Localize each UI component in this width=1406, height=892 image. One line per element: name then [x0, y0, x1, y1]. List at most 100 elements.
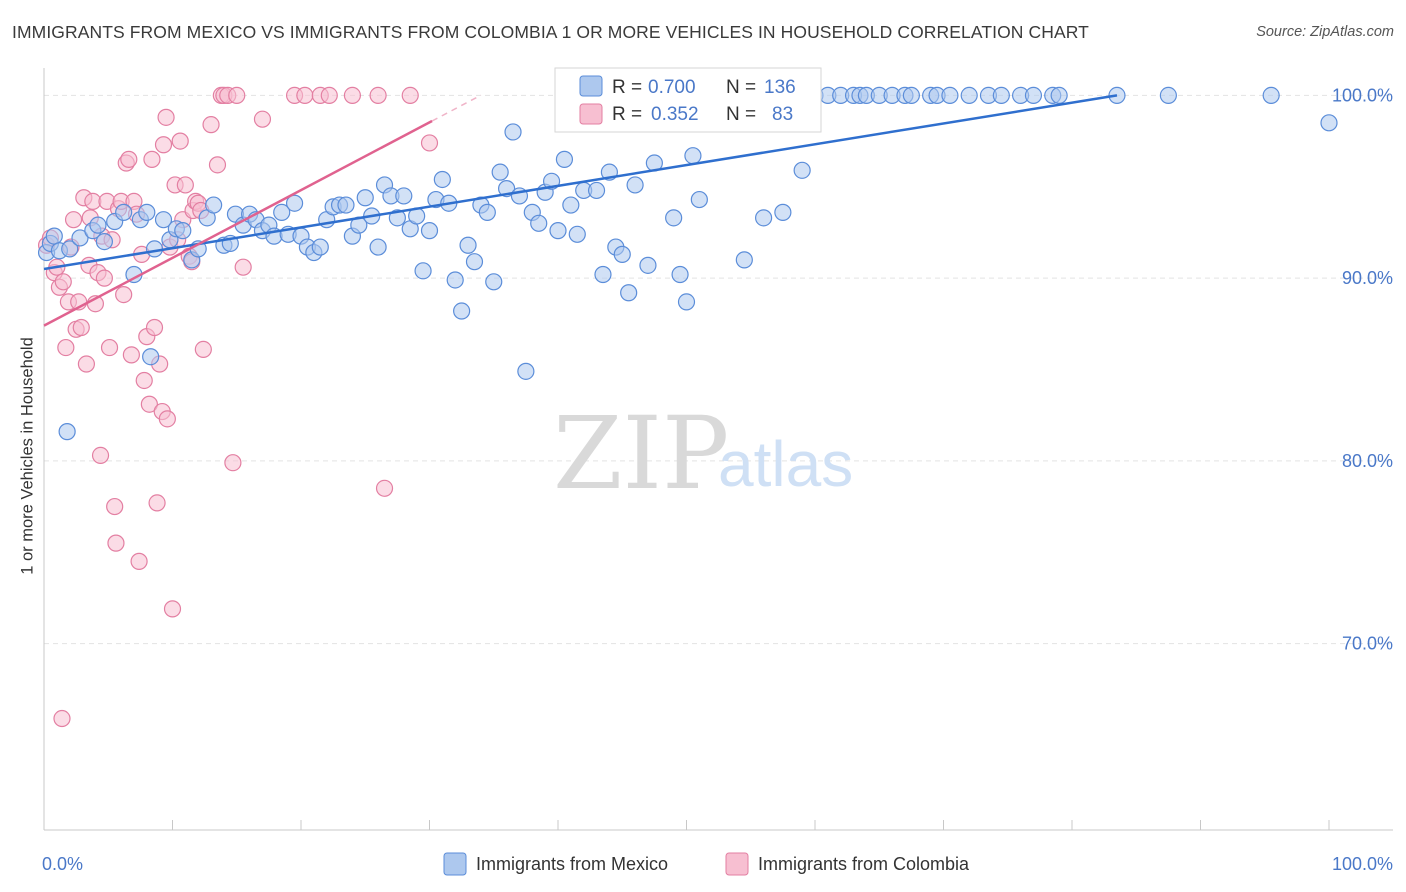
- mexico-point: [115, 203, 133, 221]
- mexico-point: [369, 238, 387, 256]
- series-mexico-points: [37, 86, 1338, 441]
- colombia-point: [107, 534, 125, 552]
- colombia-point: [143, 150, 161, 168]
- trend-lines: [43, 94, 1118, 327]
- mexico-point: [1050, 86, 1068, 105]
- x-tick-label: 0.0%: [42, 854, 83, 874]
- mexico-point: [555, 150, 574, 168]
- mexico-point: [453, 302, 471, 320]
- stats-legend-box: R = 0.700 N = 136 R = 0.352 N = 83: [554, 67, 822, 133]
- stats-swatch-colombia: [579, 103, 603, 125]
- mexico-point: [690, 190, 708, 209]
- mexico-point: [395, 187, 413, 205]
- colombia-point: [122, 346, 140, 364]
- mexico-point: [517, 362, 535, 380]
- mexico-point: [311, 238, 329, 256]
- colombia-trend-extension: [431, 94, 482, 122]
- colombia-point: [253, 110, 272, 128]
- legend-swatch-colombia[interactable]: [725, 852, 749, 876]
- mexico-point: [684, 147, 702, 165]
- stats-r-value-colombia: 0.352: [651, 104, 699, 125]
- watermark-atlas: atlas: [718, 428, 853, 500]
- stats-n-value-mexico: 136: [764, 77, 796, 98]
- x-ticks: [43, 820, 1330, 830]
- legend-label-colombia[interactable]: Immigrants from Colombia: [758, 854, 970, 874]
- mexico-point: [414, 262, 432, 280]
- mexico-point: [58, 423, 76, 441]
- colombia-point: [375, 479, 394, 497]
- mexico-point: [95, 232, 113, 251]
- mexico-point: [285, 194, 304, 212]
- mexico-point: [960, 86, 978, 105]
- colombia-point: [158, 410, 176, 428]
- colombia-point: [72, 318, 90, 337]
- mexico-point: [587, 181, 606, 200]
- colombia-point: [54, 273, 72, 291]
- mexico-point: [594, 265, 612, 284]
- mexico-point: [478, 203, 496, 221]
- colombia-point: [176, 176, 194, 194]
- colombia-point: [401, 86, 419, 105]
- mexico-point: [465, 253, 484, 271]
- stats-n-label-colombia: N =: [726, 104, 756, 125]
- mexico-point: [1262, 86, 1280, 105]
- mexico-point: [902, 86, 920, 105]
- mexico-point: [491, 163, 509, 181]
- legend-swatch-mexico[interactable]: [443, 852, 467, 876]
- mexico-point: [433, 170, 451, 189]
- mexico-point: [793, 161, 811, 179]
- mexico-point: [1159, 86, 1177, 105]
- gridlines: [44, 94, 1393, 645]
- mexico-point: [671, 265, 689, 284]
- mexico-point: [446, 271, 464, 289]
- chart-title: IMMIGRANTS FROM MEXICO VS IMMIGRANTS FRO…: [12, 22, 1089, 42]
- y-tick-label: 90.0%: [1342, 268, 1393, 288]
- colombia-point: [163, 600, 182, 618]
- mexico-point: [388, 209, 406, 227]
- colombia-point: [130, 552, 148, 570]
- legend-label-mexico[interactable]: Immigrants from Mexico: [476, 854, 668, 874]
- mexico-point: [639, 256, 657, 274]
- mexico-point: [205, 196, 223, 214]
- mexico-point: [45, 227, 63, 245]
- colombia-point: [53, 709, 71, 728]
- colombia-point: [157, 108, 175, 126]
- bottom-legend: Immigrants from Mexico Immigrants from C…: [443, 852, 970, 876]
- mexico-point: [549, 222, 567, 240]
- colombia-point: [202, 116, 220, 134]
- mexico-point: [142, 348, 160, 366]
- colombia-point: [420, 134, 439, 152]
- stats-r-label-colombia: R =: [612, 104, 642, 125]
- mexico-point: [174, 222, 192, 240]
- mexico-point: [626, 176, 644, 194]
- mexico-point: [568, 225, 586, 243]
- watermark-zip: ZIP: [553, 395, 729, 512]
- x-tick-labels: 0.0% 100.0%: [42, 854, 1393, 874]
- colombia-point: [343, 86, 361, 105]
- mexico-point: [735, 251, 753, 269]
- colombia-point: [154, 136, 173, 154]
- stats-swatch-mexico: [579, 75, 603, 97]
- colombia-point: [77, 355, 96, 373]
- mexico-point: [485, 273, 503, 291]
- colombia-point: [194, 340, 212, 359]
- x-tick-label: 100.0%: [1332, 854, 1393, 874]
- colombia-point: [115, 285, 133, 304]
- mexico-point: [530, 214, 548, 232]
- y-tick-label: 100.0%: [1332, 85, 1393, 105]
- watermark: ZIP atlas: [553, 395, 853, 512]
- mexico-point: [620, 284, 638, 302]
- mexico-point: [774, 203, 792, 221]
- colombia-point: [100, 338, 119, 357]
- colombia-point: [135, 371, 153, 390]
- colombia-point: [224, 454, 242, 472]
- mexico-point: [356, 189, 374, 207]
- mexico-trend-line: [43, 94, 1118, 271]
- colombia-point: [320, 86, 338, 105]
- stats-n-label-mexico: N =: [726, 77, 756, 98]
- colombia-point: [171, 132, 189, 150]
- mexico-point: [459, 236, 477, 254]
- colombia-point: [145, 318, 164, 337]
- colombia-point: [120, 150, 138, 168]
